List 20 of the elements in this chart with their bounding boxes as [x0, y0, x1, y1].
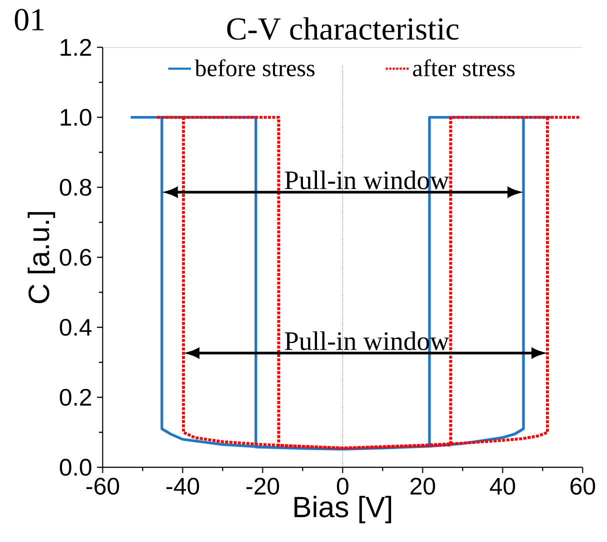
y-tick-label: 0.8: [60, 178, 92, 196]
x-tick-label: 40: [490, 478, 516, 495]
chart-title: C-V characteristic: [227, 17, 459, 40]
y-tick-label: 0.6: [60, 248, 92, 266]
y-tick-label: 1.2: [60, 38, 92, 56]
x-tick-label: 20: [410, 478, 436, 495]
x-tick-label: 60: [570, 478, 596, 495]
x-axis-title: Bias [V]: [294, 496, 392, 524]
x-tick-label: -20: [246, 478, 280, 495]
legend-label: after stress: [413, 59, 515, 76]
y-tick-label: 0.0: [60, 458, 92, 476]
legend-label: before stress: [194, 59, 314, 76]
y-tick-label: 0.4: [60, 318, 92, 336]
x-tick-label: 0: [336, 478, 348, 495]
y-tick-label: 1.0: [60, 108, 92, 126]
x-tick-label: -40: [166, 478, 200, 495]
y-axis-title: C [a.u.]: [28, 212, 56, 304]
y-tick-label: 0.2: [60, 388, 92, 406]
text: 01: [14, 8, 44, 31]
x-tick-label: -60: [86, 478, 120, 495]
